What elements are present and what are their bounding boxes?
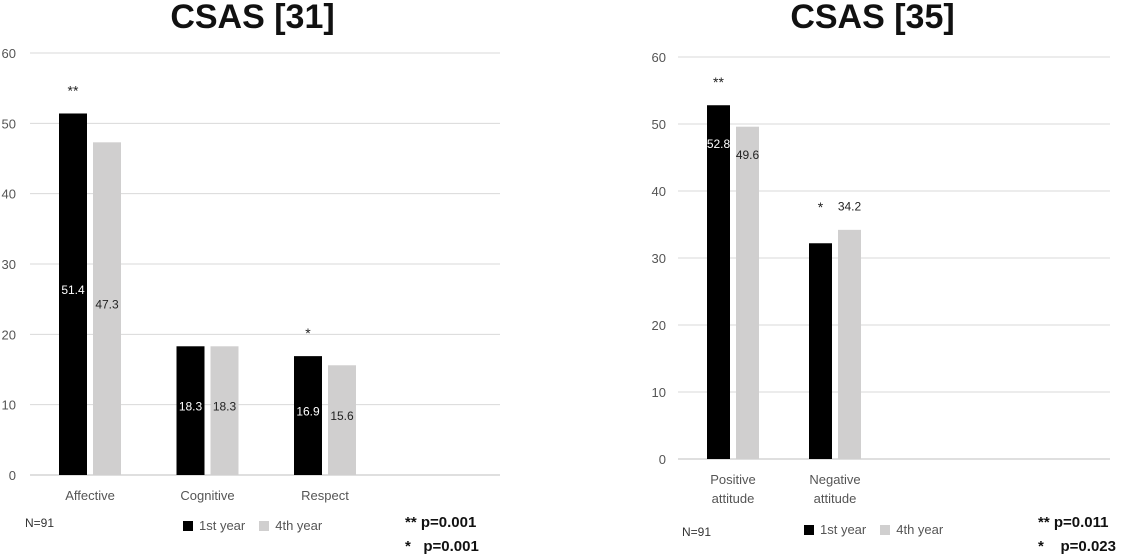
data-label: 47.3 [95, 298, 119, 312]
significance-marker: ** [68, 82, 79, 98]
bar-1st-year [809, 243, 832, 459]
data-label: 16.9 [296, 405, 320, 419]
pvalue-note-1: ** p=0.011 [1038, 514, 1109, 531]
y-tick-label: 50 [2, 116, 16, 131]
bar-4th-year [210, 346, 239, 475]
legend: 1st year 4th year [183, 518, 322, 533]
y-tick-label: 40 [2, 187, 16, 202]
data-label: 52.8 [707, 137, 731, 151]
y-tick-label: 30 [652, 251, 666, 266]
data-label: 18.3 [213, 400, 237, 414]
significance-marker: * [305, 325, 311, 341]
sample-size-note: N=91 [682, 525, 712, 539]
category-label: Positive [710, 472, 756, 487]
category-label: Respect [301, 488, 349, 503]
data-label: 34.2 [838, 199, 862, 213]
legend-label-1st-year: 1st year [199, 518, 246, 533]
y-tick-label: 20 [652, 318, 666, 333]
y-tick-label: 60 [2, 46, 16, 61]
pvalue-note-2: * p=0.023 [1038, 538, 1116, 555]
chart-title: CSAS [31] [170, 0, 335, 36]
category-label: Cognitive [180, 488, 234, 503]
y-tick-label: 50 [652, 117, 666, 132]
significance-marker: ** [713, 74, 724, 90]
chart-title: CSAS [35] [790, 0, 955, 36]
legend-swatch-1st-year [804, 524, 814, 535]
bar-4th-year [93, 142, 121, 475]
sample-size-note: N=91 [25, 516, 55, 530]
chart-panel-left: CSAS [31] 0 10 20 30 40 50 60 51.4 47.3 ** Affecti… [0, 0, 520, 557]
legend-swatch-4th-year [259, 520, 270, 531]
category-label: Affective [65, 488, 115, 503]
legend-label-1st-year: 1st year [820, 522, 867, 537]
bar-1st-year [294, 356, 322, 475]
category-label: attitude [814, 491, 857, 506]
category-label: attitude [712, 491, 755, 506]
legend-swatch-1st-year [183, 520, 193, 531]
bar-4th-year [328, 365, 356, 475]
bar-chart-left: 0 10 20 30 40 50 60 51.4 47.3 ** Affective 18.3 18.3… [2, 46, 500, 503]
data-label: 18.3 [179, 400, 203, 414]
category-label: Negative [809, 472, 860, 487]
legend: 1st year 4th year [804, 522, 943, 537]
y-tick-label: 40 [652, 184, 666, 199]
bar-chart-right: 0 10 20 30 40 50 60 52.8 49.6 ** Positive attitude 3… [652, 50, 1110, 506]
bar-4th-year [838, 229, 861, 459]
y-tick-label: 60 [652, 50, 666, 65]
bar-4th-year [736, 126, 759, 460]
significance-marker: * [818, 199, 824, 215]
legend-swatch-4th-year [880, 524, 891, 535]
bar-1st-year [59, 113, 87, 475]
data-label: 32.2 [809, 206, 833, 220]
bar-1st-year [707, 105, 730, 460]
pvalue-note-1: ** p=0.001 [405, 514, 477, 531]
chart-panel-right: CSAS [35] 0 10 20 30 40 50 60 52.8 49.6 ** Positiv… [620, 0, 1123, 557]
legend-label-4th-year: 4th year [275, 518, 323, 533]
y-tick-label: 30 [2, 257, 16, 272]
data-label: 49.6 [736, 148, 760, 162]
bar-1st-year [176, 346, 205, 475]
pvalue-note-2: * p=0.001 [405, 538, 479, 555]
y-tick-label: 10 [2, 398, 16, 413]
y-tick-label: 0 [9, 468, 16, 483]
data-label: 51.4 [61, 283, 85, 297]
y-tick-label: 0 [659, 452, 666, 467]
data-label: 15.6 [330, 409, 354, 423]
y-tick-label: 10 [652, 385, 666, 400]
y-tick-label: 20 [2, 327, 16, 342]
legend-label-4th-year: 4th year [896, 522, 944, 537]
